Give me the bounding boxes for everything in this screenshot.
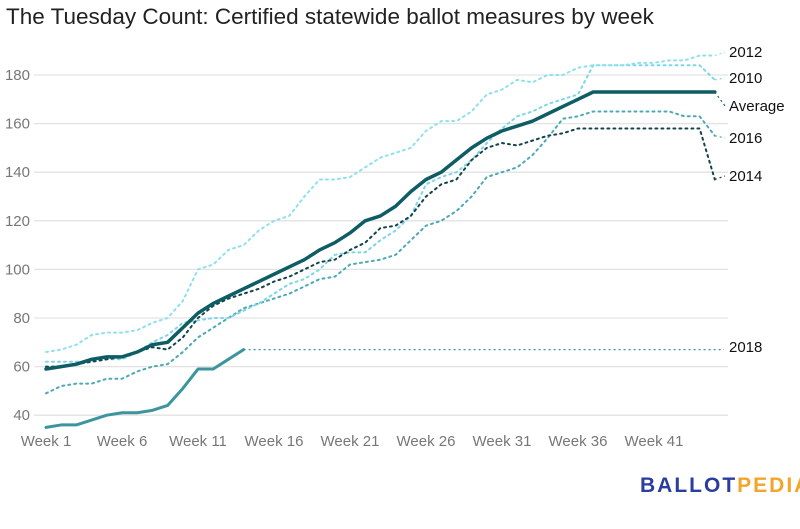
ballotpedia-logo: BALLOTPEDIA xyxy=(640,474,800,498)
x-tick-label: Week 21 xyxy=(321,433,380,450)
series-label-2012: 2012 xyxy=(729,44,762,61)
x-tick-label: Week 11 xyxy=(169,433,227,450)
y-tick-label: 40 xyxy=(13,407,30,424)
chart-title: The Tuesday Count: Certified statewide b… xyxy=(6,4,654,29)
series-label-2018: 2018 xyxy=(729,339,762,356)
x-tick-label: Week 26 xyxy=(397,433,456,450)
y-tick-label: 120 xyxy=(5,213,30,230)
series-connector-Average xyxy=(714,91,726,107)
series-label-Average: Average xyxy=(729,98,785,115)
series-connector-2010 xyxy=(714,77,726,81)
x-tick-label: Week 6 xyxy=(97,433,148,450)
series-line-2012 xyxy=(45,54,716,354)
x-tick-label: Week 31 xyxy=(473,433,532,450)
series-connector-2012 xyxy=(714,51,726,57)
series-label-2014: 2014 xyxy=(729,168,762,185)
series-label-2010: 2010 xyxy=(729,70,762,87)
series-line-2018 xyxy=(44,348,246,429)
y-tick-label: 60 xyxy=(13,359,30,376)
y-tick-label: 80 xyxy=(13,310,30,327)
series-connector-2014 xyxy=(714,175,726,181)
x-tick-label: Week 36 xyxy=(549,433,608,450)
series-line-Average xyxy=(44,90,717,371)
x-tick-label: Week 1 xyxy=(21,433,72,450)
series-connector-2016 xyxy=(714,135,726,139)
y-tick-label: 180 xyxy=(5,67,30,84)
series-line-2016 xyxy=(45,110,716,395)
y-tick-label: 100 xyxy=(5,261,30,278)
logo-part2: PEDIA xyxy=(737,474,800,497)
y-tick-label: 140 xyxy=(5,164,30,181)
x-tick-label: Week 16 xyxy=(245,433,304,450)
x-tick-label: Week 41 xyxy=(625,433,684,450)
logo-part1: BALLOT xyxy=(640,474,738,497)
series-line-2014 xyxy=(45,127,716,368)
series-line-2010 xyxy=(45,64,716,363)
series-label-2016: 2016 xyxy=(729,130,762,147)
y-tick-label: 160 xyxy=(5,116,30,133)
